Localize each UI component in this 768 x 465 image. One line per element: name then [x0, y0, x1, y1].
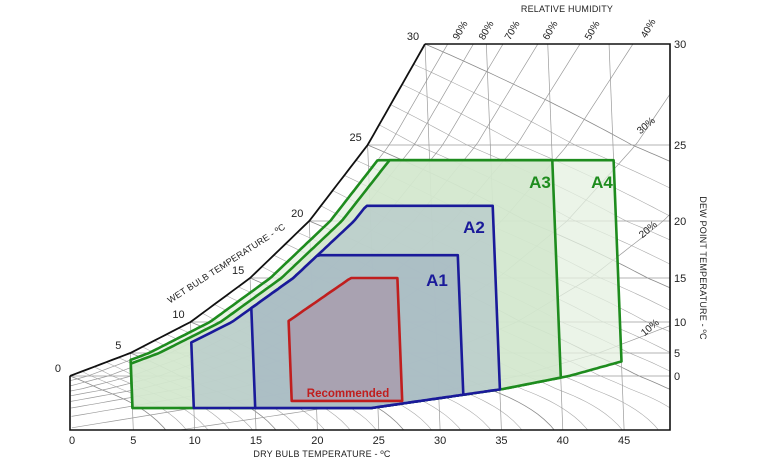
x-tick-label: 20 [311, 435, 323, 447]
rh-tick-label: 30% [635, 115, 657, 136]
wet-bulb-tick-label: 10 [172, 309, 184, 321]
wet-bulb-line [413, 63, 671, 192]
axes-frame [69, 43, 671, 431]
envelope-recommended [287, 276, 404, 403]
y-tick-label: 0 [674, 371, 680, 383]
wet-bulb-tick-label: 15 [232, 265, 244, 277]
x-axis-label: DRY BULB TEMPERATURE - ºC [253, 449, 390, 459]
wet-bulb-tick-label: 30 [407, 31, 419, 43]
y-tick-label: 5 [674, 348, 680, 360]
y-tick-label: 15 [674, 273, 686, 285]
rh-tick-label: 10% [639, 317, 661, 338]
envelope-label-a4: A4 [591, 173, 613, 192]
y-tick-label: 20 [674, 216, 686, 228]
x-tick-label: 25 [373, 435, 385, 447]
envelopes: A4 A3 A2 A1 Recommended [129, 158, 623, 410]
rh-tick-label: 20% [637, 219, 659, 240]
rh-tick-label: 50% [583, 19, 603, 42]
y-axis-label-right: DEW POINT TEMPERATURE - ºC [698, 196, 708, 340]
y-tick-label: 30 [674, 39, 686, 51]
saturation-curve [69, 43, 426, 377]
rh-tick-label: 40% [639, 17, 659, 40]
x-tick-label: 15 [250, 435, 262, 447]
rh-tick-label: 60% [541, 19, 561, 42]
x-tick-label: 30 [434, 435, 446, 447]
rh-tick-label: 90% [451, 19, 471, 42]
envelope-label-a3: A3 [529, 173, 551, 192]
wet-bulb-tick-label: 0 [55, 363, 61, 375]
envelope-label-recommended: Recommended [307, 388, 389, 400]
wet-bulb-tick-label: 5 [115, 340, 121, 352]
wet-bulb-tick-label: 25 [350, 132, 362, 144]
wet-bulb-line [401, 84, 671, 221]
envelope-label-a1: A1 [426, 271, 448, 290]
wet-bulb-tick-label: 20 [291, 208, 303, 220]
x-tick-label: 5 [130, 435, 136, 447]
rh-axis-label: RELATIVE HUMIDITY [521, 4, 613, 14]
x-tick-label: 10 [189, 435, 201, 447]
x-tick-label: 35 [495, 435, 507, 447]
y-tick-label: 25 [674, 140, 686, 152]
x-tick-label: 40 [557, 435, 569, 447]
rh-tick-label: 70% [503, 19, 523, 42]
y-tick-label: 10 [674, 317, 686, 329]
rh-tick-label: 80% [477, 19, 497, 42]
x-tick-label: 0 [69, 435, 75, 447]
chart-frame [69, 43, 671, 431]
envelope-label-a2: A2 [463, 218, 485, 237]
x-tick-label: 45 [618, 435, 630, 447]
